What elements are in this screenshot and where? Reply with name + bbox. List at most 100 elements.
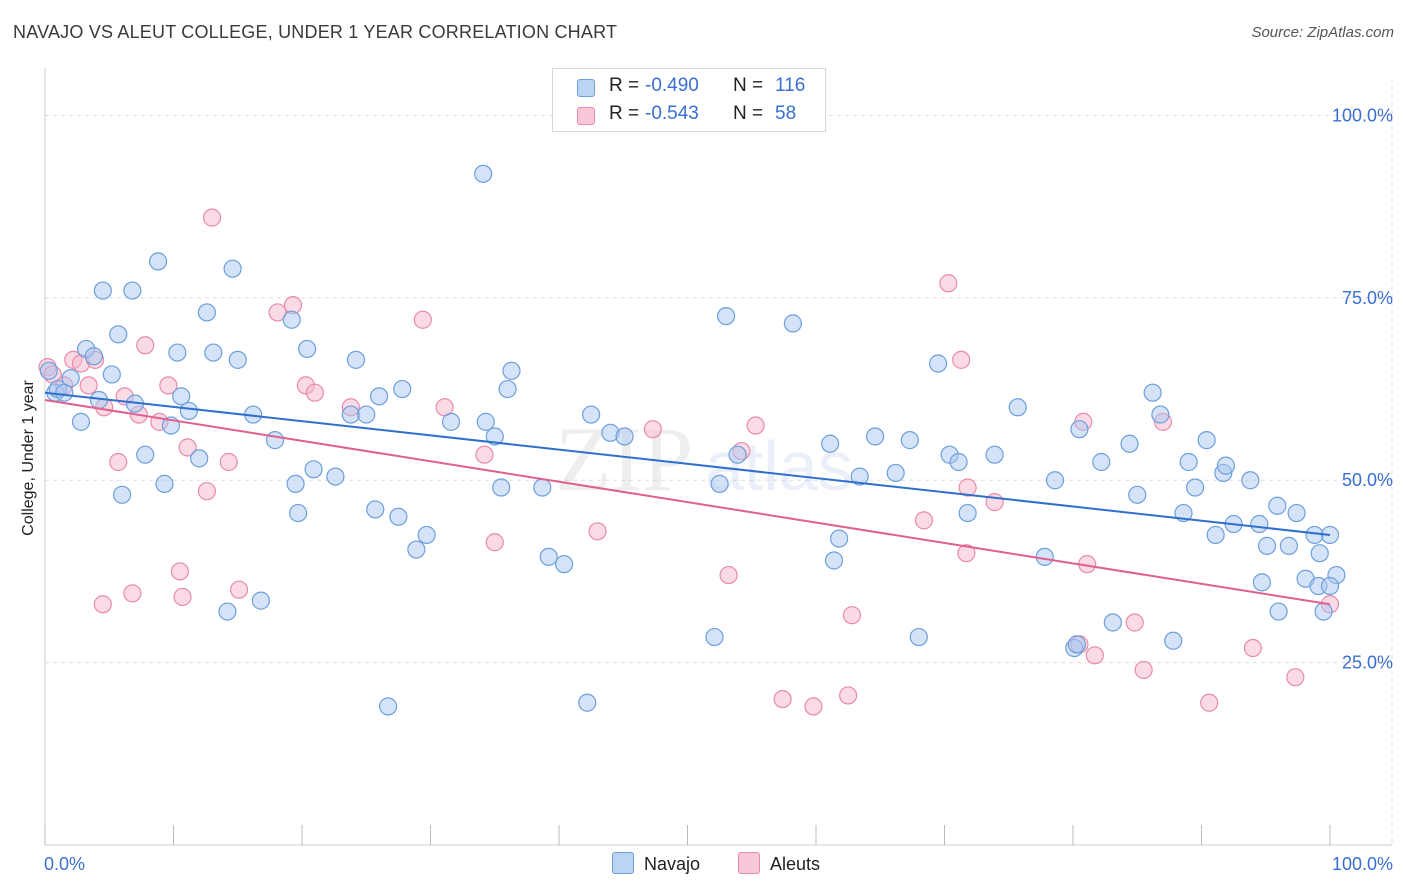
aleuts-trend-line (44, 399, 1331, 606)
navajo-point (102, 365, 121, 384)
navajo-point (136, 445, 155, 464)
navajo-point (578, 693, 597, 712)
navajo-legend-swatch (612, 852, 634, 874)
correlation-legend: R = -0.490 N = 116 R = -0.543 N = 58 (552, 68, 826, 132)
aleuts-legend-swatch (738, 852, 760, 874)
x-tick-label-max: 100.0% (1332, 854, 1393, 874)
navajo-point (539, 547, 558, 566)
navajo-point (830, 529, 849, 548)
y-tick-label: 100.0% (1332, 105, 1393, 125)
navajo-point (366, 500, 385, 519)
navajo-point (417, 525, 436, 545)
aleuts-point (268, 303, 287, 322)
navajo-point (197, 303, 217, 322)
navajo-r-value: -0.490 (645, 75, 699, 96)
navajo-points (39, 164, 1346, 716)
navajo-point (1320, 576, 1340, 596)
aleuts-point (485, 533, 504, 552)
navajo-point (1305, 525, 1324, 545)
aleuts-point (1243, 638, 1263, 658)
aleuts-point (914, 511, 934, 530)
aleuts-point (839, 686, 858, 705)
navajo-point (378, 697, 398, 716)
aleuts-point (136, 336, 155, 355)
navajo-point (886, 463, 905, 483)
navajo-point (1179, 452, 1198, 472)
aleuts-point (305, 383, 324, 402)
navajo-point (492, 478, 511, 497)
aleuts-point (123, 584, 142, 603)
navajo-point (289, 503, 308, 523)
navajo-point (148, 252, 168, 271)
watermark-zip: ZIP (555, 408, 693, 510)
aleuts-point (957, 544, 976, 563)
navajo-point (341, 405, 360, 424)
aleuts-point (159, 376, 178, 395)
aleuts-point (173, 587, 192, 607)
navajo-point (204, 343, 223, 362)
navajo-point (1120, 434, 1139, 453)
navajo-point (1092, 452, 1111, 472)
navajo-point (1067, 635, 1086, 654)
trend-lines (44, 391, 1331, 606)
r-label: R = (609, 75, 640, 96)
navajo-point (282, 310, 301, 329)
navajo-point (1252, 573, 1271, 592)
navajo-point (928, 354, 948, 373)
navajo-point (1268, 496, 1287, 515)
navajo-point (958, 503, 977, 523)
navajo-point (710, 474, 729, 493)
aleuts-point (202, 208, 222, 227)
navajo-point (61, 369, 80, 388)
navajo-point (112, 485, 132, 504)
navajo-point (900, 431, 919, 450)
aleuts-point (229, 580, 249, 599)
y-tick-label: 25.0% (1342, 653, 1393, 673)
navajo-point (304, 460, 323, 479)
navajo-point (1216, 456, 1236, 475)
navajo-point (1151, 405, 1170, 424)
navajo-legend-label: Navajo (644, 854, 701, 874)
navajo-point (985, 445, 1004, 464)
navajo-point (1206, 525, 1225, 545)
navajo-point (909, 627, 928, 647)
aleuts-point (952, 350, 971, 369)
navajo-point (1310, 544, 1329, 563)
aleuts-point (958, 478, 977, 497)
navajo-point (783, 314, 802, 333)
navajo-point (485, 427, 504, 446)
navajo-point (1045, 471, 1065, 490)
aleuts-n-value: 58 (775, 103, 797, 124)
navajo-point (1164, 631, 1183, 650)
navajo-point (821, 434, 840, 453)
r-label: R = (609, 103, 640, 124)
aleuts-point (939, 274, 958, 293)
navajo-point (357, 405, 376, 424)
aleuts-point (643, 420, 662, 439)
navajo-point (555, 555, 574, 574)
aleuts-point (413, 310, 432, 329)
navajo-point (474, 164, 493, 183)
navajo-point (615, 427, 634, 446)
navajo-point (533, 478, 552, 497)
navajo-point (218, 602, 237, 621)
navajo-point (728, 445, 747, 464)
navajo-point (1314, 602, 1333, 621)
aleuts-point (109, 452, 128, 472)
navajo-point (155, 474, 174, 493)
navajo-point (1035, 547, 1054, 566)
bottom-legend-navajo: Navajo (612, 852, 700, 875)
navajo-point (1250, 514, 1269, 534)
navajo-point (498, 379, 517, 399)
navajo-n-value: 116 (775, 75, 806, 96)
y-tick-label: 75.0% (1342, 288, 1393, 308)
navajo-point (441, 412, 461, 431)
watermark: ZIP atlas (555, 408, 853, 510)
navajo-point (298, 339, 317, 359)
navajo-point (1070, 420, 1089, 439)
navajo-point (824, 551, 844, 570)
navajo-point (389, 507, 408, 526)
navajo-point (866, 427, 885, 446)
tick-labels: 25.0% 50.0% 75.0% 100.0% 0.0% 100.0% (44, 105, 1393, 874)
